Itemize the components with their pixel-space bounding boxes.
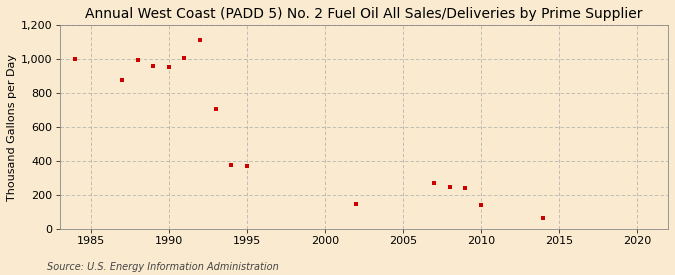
Y-axis label: Thousand Gallons per Day: Thousand Gallons per Day	[7, 54, 17, 200]
Point	[117, 78, 128, 82]
Point	[132, 57, 143, 62]
Point	[211, 107, 221, 111]
Point	[538, 216, 549, 220]
Point	[163, 65, 174, 69]
Point	[226, 163, 237, 167]
Point	[429, 181, 439, 185]
Point	[444, 185, 455, 189]
Point	[475, 203, 486, 207]
Title: Annual West Coast (PADD 5) No. 2 Fuel Oil All Sales/Deliveries by Prime Supplier: Annual West Coast (PADD 5) No. 2 Fuel Oi…	[85, 7, 643, 21]
Point	[351, 201, 362, 206]
Point	[148, 64, 159, 68]
Point	[70, 57, 81, 62]
Point	[179, 56, 190, 60]
Point	[242, 164, 252, 169]
Point	[194, 38, 205, 42]
Text: Source: U.S. Energy Information Administration: Source: U.S. Energy Information Administ…	[47, 262, 279, 272]
Point	[460, 186, 470, 190]
